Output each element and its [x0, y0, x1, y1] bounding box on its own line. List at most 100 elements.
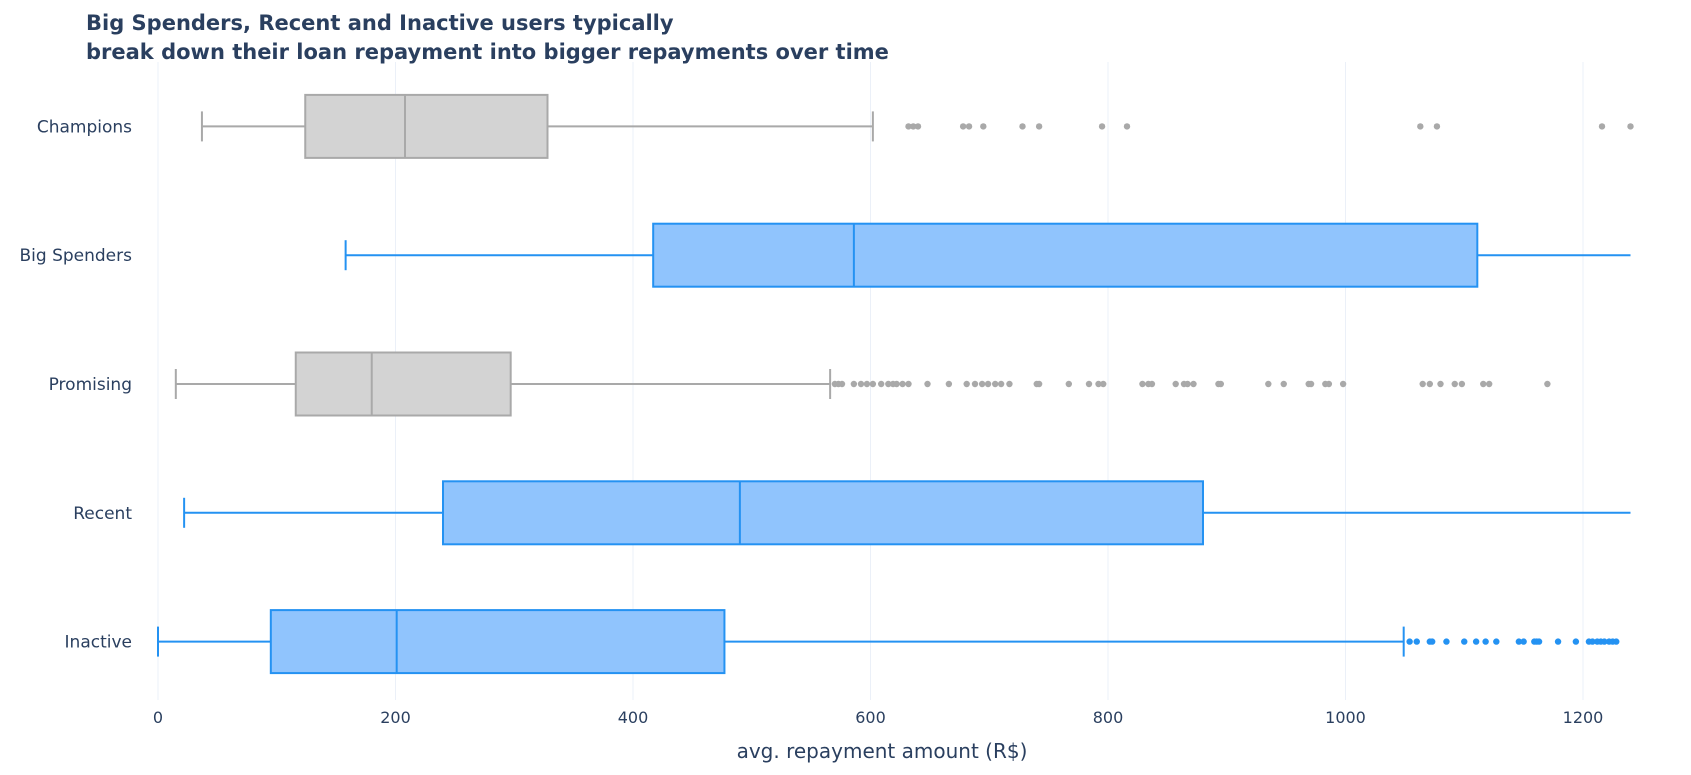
outlier-point: [893, 380, 900, 388]
box-champions: [200, 93, 1634, 159]
box-recent: [183, 480, 1631, 546]
outlier-point: [1451, 380, 1458, 388]
outlier-point: [1485, 380, 1493, 388]
outlier-point: [910, 123, 917, 130]
chart-title: Big Spenders, Recent and Inactive users …: [86, 11, 889, 64]
outlier-point: [1325, 380, 1333, 388]
x-tick-label: 400: [618, 708, 649, 727]
outlier-point: [965, 123, 973, 130]
x-tick-label: 600: [855, 708, 886, 727]
outlier-point: [1085, 380, 1093, 388]
outlier-point: [1148, 380, 1156, 388]
outlier-point: [1098, 123, 1106, 130]
outlier-point: [1190, 380, 1197, 388]
x-tick-label: 1200: [1563, 708, 1604, 727]
x-gridlines: [157, 62, 1584, 700]
outlier-point: [838, 380, 846, 388]
box-inactive: [157, 609, 1620, 675]
outlier-point: [1433, 123, 1441, 130]
chart-title-line-1: Big Spenders, Recent and Inactive users …: [86, 11, 674, 35]
outlier-point: [978, 380, 986, 388]
outlier-point: [1217, 380, 1225, 388]
outlier-point: [1339, 380, 1347, 388]
outlier-point: [971, 380, 979, 388]
outlier-point: [1428, 638, 1436, 645]
y-category-label: Promising: [49, 375, 132, 395]
outlier-point: [1280, 380, 1287, 388]
outlier-point: [863, 380, 871, 388]
outlier-point: [1493, 638, 1500, 645]
outlier-point: [1417, 123, 1424, 130]
outlier-point: [991, 380, 999, 388]
outlier-point: [1019, 123, 1026, 130]
outlier-point: [1520, 638, 1527, 645]
outlier-point: [1480, 380, 1487, 388]
x-tick-label: 800: [1093, 708, 1124, 727]
x-tick-label: 200: [380, 708, 411, 727]
outlier-point: [1589, 638, 1596, 645]
outlier-point: [1554, 638, 1562, 645]
outlier-point: [1544, 380, 1551, 388]
outlier-point: [1035, 380, 1043, 388]
outlier-point: [905, 380, 912, 388]
outlier-point: [1406, 638, 1413, 645]
outlier-point: [1458, 380, 1466, 388]
outlier-point: [1172, 380, 1179, 388]
outlier-point: [1095, 380, 1102, 388]
box-promising: [174, 351, 1551, 417]
iqr-box: [304, 93, 549, 159]
iqr-box: [269, 609, 726, 675]
outlier-point: [1461, 638, 1468, 645]
outlier-point: [1482, 638, 1489, 645]
boxes: [157, 93, 1634, 675]
outlier-point: [1426, 380, 1434, 388]
y-category-label: Recent: [73, 504, 132, 524]
outlier-point: [1613, 638, 1620, 645]
outlier-point: [1419, 380, 1426, 388]
y-axis-labels: Champions Big Spenders Promising Recent Inac…: [20, 117, 133, 652]
outlier-point: [1443, 638, 1450, 645]
outlier-point: [914, 123, 922, 130]
outlier-point: [857, 380, 865, 388]
outlier-point: [980, 123, 987, 130]
outlier-point: [1184, 380, 1191, 388]
iqr-box: [442, 480, 1204, 546]
outlier-point: [1572, 638, 1580, 645]
x-axis-title: avg. repayment amount (R$): [737, 739, 1028, 763]
x-tick-label: 1000: [1325, 708, 1366, 727]
iqr-box: [652, 222, 1479, 288]
y-category-label: Big Spenders: [20, 246, 133, 266]
outlier-point: [963, 380, 970, 388]
outlier-point: [1035, 123, 1043, 130]
x-tick-label: 0: [153, 708, 163, 727]
chart-title-line-2: break down their loan repayment into big…: [86, 40, 889, 64]
outlier-point: [1139, 380, 1146, 388]
y-category-label: Champions: [37, 117, 132, 137]
outlier-point: [1265, 380, 1272, 388]
outlier-point: [1535, 638, 1543, 645]
outlier-point: [1598, 123, 1606, 130]
outlier-point: [905, 123, 912, 130]
outlier-point: [1307, 380, 1315, 388]
outlier-point: [1123, 123, 1131, 130]
outlier-point: [1601, 638, 1608, 645]
outlier-point: [1413, 638, 1420, 645]
outlier-point: [945, 380, 953, 388]
x-axis-ticks: 0 200 400 600 800 1000 1200: [153, 708, 1603, 727]
outlier-point: [1065, 380, 1073, 388]
outlier-point: [959, 123, 967, 130]
outlier-point: [984, 380, 992, 388]
outlier-point: [1627, 123, 1634, 130]
outlier-point: [850, 380, 858, 388]
outlier-point: [1100, 380, 1107, 388]
outlier-point: [1437, 380, 1444, 388]
outlier-point: [1006, 380, 1013, 388]
y-category-label: Inactive: [65, 633, 132, 653]
outlier-point: [1472, 638, 1480, 645]
outlier-point: [997, 380, 1005, 388]
box-big-spenders: [344, 222, 1631, 288]
outlier-point: [885, 380, 892, 388]
outlier-point: [869, 380, 877, 388]
outlier-point: [877, 380, 885, 388]
